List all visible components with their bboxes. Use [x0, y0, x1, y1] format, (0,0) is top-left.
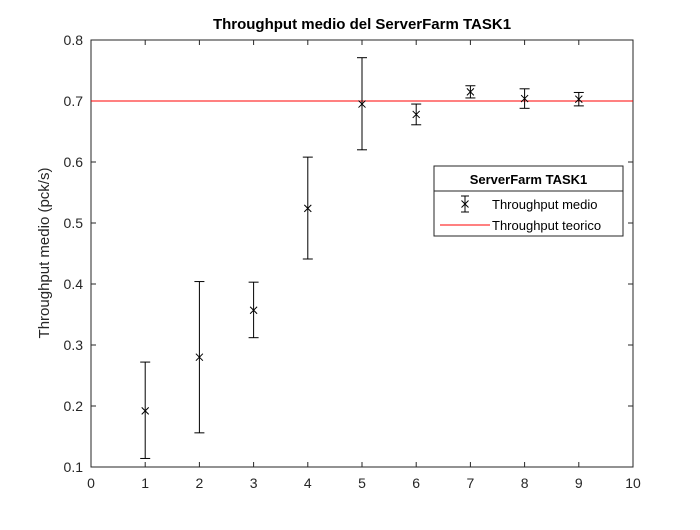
chart-title: Throughput medio del ServerFarm TASK1 — [213, 16, 511, 33]
x-marker-stroke-b — [141, 407, 150, 415]
data-point — [140, 361, 151, 459]
y-tick-label: 0.5 — [64, 215, 84, 231]
x-tick-label: 4 — [304, 475, 312, 491]
y-tick-label: 0.3 — [64, 337, 84, 353]
data-point — [194, 281, 205, 434]
legend-x-marker-b — [461, 200, 469, 208]
y-tick-label: 0.1 — [64, 459, 84, 475]
data-point — [465, 85, 476, 99]
x-marker-stroke-b — [303, 204, 312, 213]
x-marker-stroke-b — [249, 306, 258, 315]
data-point — [519, 88, 530, 109]
x-marker-stroke-b — [412, 110, 421, 119]
legend: ServerFarm TASK1 Throughput medio Throughp… — [433, 165, 624, 237]
y-axis-title: Throughput medio (pck/s) — [36, 168, 53, 339]
x-tick-label: 10 — [625, 475, 641, 491]
legend-label: Throughput medio — [492, 197, 598, 212]
x-tick-label: 6 — [412, 475, 420, 491]
data-point — [411, 103, 422, 126]
legend-label: Throughput teorico — [492, 218, 601, 233]
x-tick-label: 2 — [196, 475, 204, 491]
y-tick-label: 0.4 — [64, 276, 84, 292]
y-tick-label: 0.7 — [64, 93, 84, 109]
y-tick-label: 0.8 — [64, 32, 84, 48]
legend-title: ServerFarm TASK1 — [470, 172, 588, 187]
x-tick-label: 9 — [575, 475, 583, 491]
x-marker-stroke-b — [358, 100, 366, 108]
x-tick-label: 0 — [87, 475, 95, 491]
x-tick-label: 8 — [521, 475, 529, 491]
x-tick-label: 7 — [467, 475, 475, 491]
x-tick-label: 3 — [250, 475, 258, 491]
x-tick-label: 1 — [141, 475, 149, 491]
data-point — [248, 281, 259, 339]
y-tick-label: 0.6 — [64, 154, 84, 170]
data-point — [357, 57, 367, 151]
x-marker-stroke-b — [574, 95, 583, 104]
data-point — [573, 91, 584, 107]
x-marker-stroke-b — [466, 87, 475, 96]
x-marker-stroke-b — [195, 353, 204, 362]
y-tick-label: 0.2 — [64, 398, 84, 414]
x-marker-stroke-b — [520, 94, 529, 103]
x-tick-label: 5 — [358, 475, 366, 491]
data-point — [302, 156, 313, 260]
